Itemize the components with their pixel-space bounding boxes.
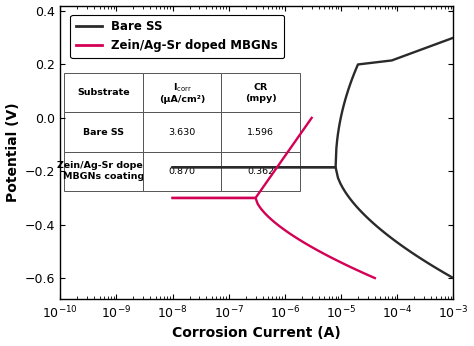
X-axis label: Corrosion Current (A): Corrosion Current (A) <box>173 326 341 340</box>
Legend: Bare SS, Zein/Ag-Sr doped MBGNs: Bare SS, Zein/Ag-Sr doped MBGNs <box>70 15 284 58</box>
Y-axis label: Potential (V): Potential (V) <box>6 103 19 202</box>
